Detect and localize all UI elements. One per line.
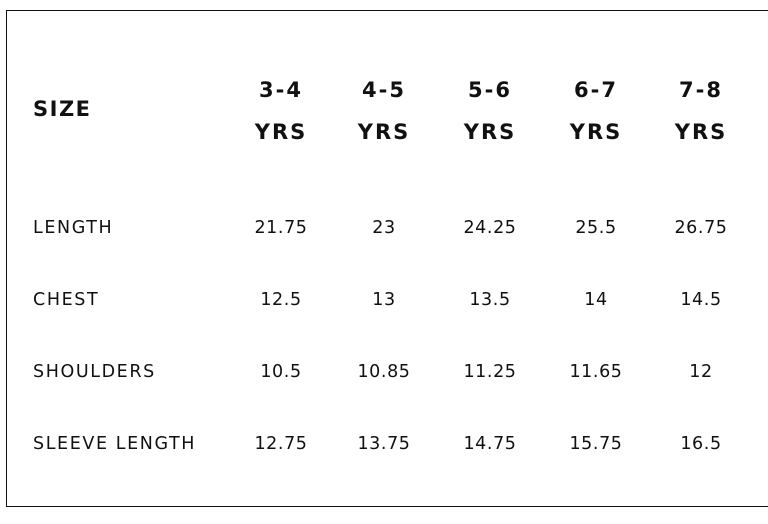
table-cell: 10.5 xyxy=(260,362,302,382)
table-cell: 11.25 xyxy=(463,362,517,382)
table-cell: 13.75 xyxy=(357,434,411,454)
size-header-label: SIZE xyxy=(33,97,92,121)
table-cell: 16.5 xyxy=(680,434,722,454)
column-header-age: 5-6 xyxy=(468,78,512,102)
table-cell: 21.75 xyxy=(254,218,308,238)
table-cell: 15.75 xyxy=(569,434,623,454)
table-cell: 10.85 xyxy=(357,362,411,382)
column-header-unit: YRS xyxy=(569,120,623,144)
column-header-unit: YRS xyxy=(357,120,411,144)
column-header-5-6: 5-6 YRS xyxy=(435,69,545,153)
column-header-age: 7-8 xyxy=(679,78,723,102)
table-cell: 13.5 xyxy=(469,290,511,310)
table-cell: 12.5 xyxy=(260,290,302,310)
table-cell: 14.5 xyxy=(680,290,722,310)
table-cell: 23 xyxy=(372,218,396,238)
table-cell: 13 xyxy=(372,290,396,310)
row-label-length: LENGTH xyxy=(33,218,114,238)
column-header-age: 3-4 xyxy=(259,78,303,102)
column-header-unit: YRS xyxy=(463,120,517,144)
column-header-3-4: 3-4 YRS xyxy=(226,69,336,153)
column-header-unit: YRS xyxy=(254,120,308,144)
table-cell: 25.5 xyxy=(575,218,617,238)
table-cell: 14.75 xyxy=(463,434,517,454)
column-header-unit: YRS xyxy=(674,120,728,144)
table-cell: 11.65 xyxy=(569,362,623,382)
column-header-age: 4-5 xyxy=(362,78,406,102)
column-header-6-7: 6-7 YRS xyxy=(541,69,651,153)
table-cell: 12.75 xyxy=(254,434,308,454)
column-header-7-8: 7-8 YRS xyxy=(646,69,756,153)
table-cell: 14 xyxy=(584,290,608,310)
table-cell: 12 xyxy=(689,362,713,382)
table-cell: 26.75 xyxy=(674,218,728,238)
column-header-4-5: 4-5 YRS xyxy=(329,69,439,153)
column-header-age: 6-7 xyxy=(574,78,618,102)
table-cell: 24.25 xyxy=(463,218,517,238)
row-label-sleeve-length: SLEEVE LENGTH xyxy=(33,434,197,454)
row-label-chest: CHEST xyxy=(33,290,100,310)
row-label-shoulders: SHOULDERS xyxy=(33,362,156,382)
size-chart-frame xyxy=(6,10,768,507)
